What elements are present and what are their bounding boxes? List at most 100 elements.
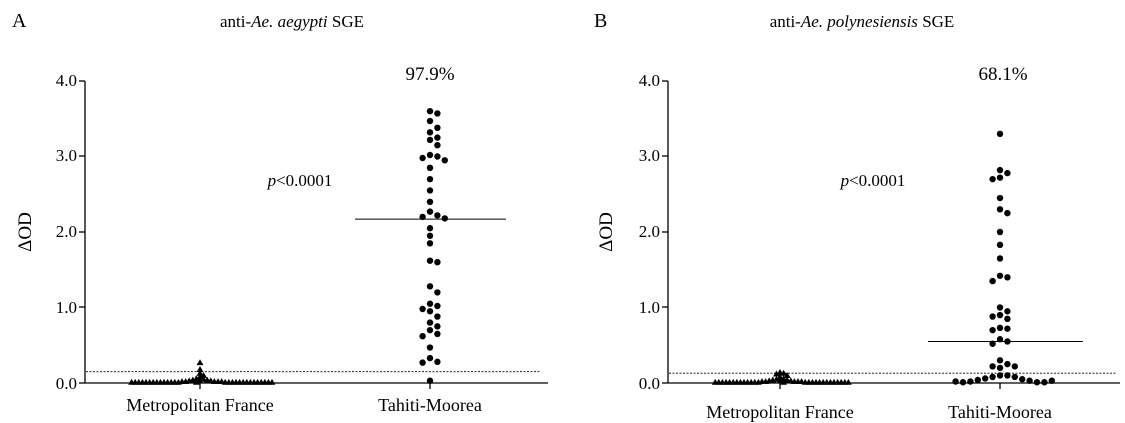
panel-b-circle-point-22 [996, 336, 1004, 343]
panel-a-circle-point-18 [419, 213, 426, 221]
panel-a-circle-point-31 [434, 313, 441, 320]
panel-b-ytick-4: 4.0 [639, 71, 660, 90]
panel-b-circle-point-29 [996, 364, 1004, 372]
panel-a-circle-point-41 [426, 377, 434, 384]
panel-b-circle-point-16 [996, 311, 1004, 319]
panel-a-circle-point-22 [426, 240, 434, 247]
panel-a-circle-point-27 [426, 300, 434, 307]
panel-b-circle-point-27 [989, 363, 996, 370]
panel-b-circle-point-31 [1004, 372, 1011, 379]
panel-a-tahiti-moorea-points [419, 108, 448, 384]
panel-a-ytick-1: 1.0 [56, 298, 77, 317]
panel-b-triangle-point-17 [780, 378, 787, 385]
panel-b-triangle-point-5 [780, 375, 787, 382]
panel-a-circle-point-33 [434, 323, 441, 330]
panel-b-triangle-point-4 [776, 373, 784, 380]
panel-a-triangle-point-3 [200, 372, 207, 378]
panel-a-circle-point-1 [434, 110, 441, 117]
panel-b-circle-point-26 [1004, 360, 1011, 368]
panel-a-circle-point-14 [426, 187, 434, 194]
panel-a-circle-point-3 [434, 124, 441, 132]
panel-a-y-tick-labels: 0.0 1.0 2.0 3.0 4.0 [56, 71, 77, 393]
panel-a-circle-point-10 [419, 154, 426, 162]
panel-a-category-0: Metropolitan France [126, 395, 273, 415]
panel-b-metropolitan-france-points [711, 369, 852, 385]
panel-b-circle-point-2 [1004, 169, 1011, 177]
panel-a-circle-point-21 [426, 232, 434, 239]
panel-b-ytick-2: 2.0 [639, 222, 660, 241]
panel-b-triangle-point-9 [776, 377, 784, 384]
panel-b-p-value: p<0.0001 [840, 171, 906, 190]
panel-b-circle-point-13 [989, 277, 996, 285]
panel-a-ytick-4: 4.0 [56, 71, 77, 90]
panel-b-circle-point-36 [974, 376, 981, 384]
panel-a-circle-point-16 [426, 208, 434, 215]
panel-b-circle-point-37 [1026, 377, 1033, 384]
panel-b-circle-point-32 [989, 373, 996, 381]
panel-b-triangle-point-3 [783, 372, 791, 378]
panel-b-triangle-point-1 [780, 369, 787, 376]
panel-a-ytick-3: 3.0 [56, 146, 77, 165]
panel-a-circle-point-17 [434, 212, 441, 219]
panel-b-circle-point-25 [996, 357, 1004, 364]
panel-a-circle-point-23 [426, 257, 434, 264]
panel-a-triangle-point-2 [196, 369, 204, 376]
panel-b-circle-point-23 [1004, 338, 1011, 345]
panel-b-circle-point-33 [1011, 373, 1018, 381]
panel-letter-b: B [594, 10, 607, 32]
panel-a-circle-point-6 [426, 136, 434, 144]
panel-b-circle-point-35 [1019, 376, 1026, 383]
panel-b-circle-point-0 [996, 130, 1004, 138]
panel-a-triangle-point-9 [196, 377, 204, 384]
panel-a-ytick-2: 2.0 [56, 222, 77, 241]
panel-a-circle-point-35 [434, 330, 441, 338]
panel-a-circle-point-2 [426, 117, 434, 125]
panel-b-circle-point-20 [1004, 325, 1011, 332]
panel-b-ytick-0: 0.0 [639, 374, 660, 393]
panel-a-ytick-0: 0.0 [56, 374, 77, 393]
panel-b-triangle-point-43 [845, 378, 852, 385]
panel-b-circle-point-15 [1004, 308, 1011, 315]
panel-a-circle-point-5 [434, 134, 441, 141]
panel-b-tahiti-moorea-points [952, 130, 1056, 386]
panel-b-circle-point-1 [996, 166, 1004, 174]
panel-a-circle-point-39 [434, 358, 441, 366]
panel-a-circle-point-28 [434, 302, 441, 310]
panel-a-circle-point-7 [434, 141, 441, 149]
panel-a-circle-point-32 [426, 319, 434, 326]
panel-a-circle-point-30 [426, 308, 434, 315]
panel-b-circle-point-24 [989, 340, 996, 347]
panel-b-circle-point-3 [996, 174, 1004, 181]
panel-b-circle-point-40 [959, 379, 967, 386]
panel-a-triangle-point-45 [268, 378, 276, 385]
panel-a-triangle-point-17 [193, 378, 200, 385]
panel-b-circle-point-5 [996, 194, 1004, 202]
panel-a-p-value: p<0.0001 [267, 171, 333, 190]
panel-b-circle-point-30 [996, 372, 1004, 379]
panel-a-circle-point-8 [426, 151, 434, 159]
panel-b-triangle-point-2 [773, 370, 780, 377]
panel-a-title: anti-Ae. aegypti SGE [220, 12, 364, 31]
panel-a-triangle-point-5 [193, 375, 200, 382]
panel-a-triangle-point-1 [196, 366, 204, 372]
panel-a-circle-point-11 [441, 157, 448, 164]
panel-a-circle-point-19 [441, 215, 448, 222]
panel-a-circle-point-25 [426, 283, 434, 290]
panel-a-triangle-point-0 [196, 359, 204, 366]
panel-a-circle-point-12 [426, 164, 434, 172]
panel-b-circle-point-18 [1004, 315, 1011, 323]
panel-b-circle-point-17 [989, 313, 996, 320]
panel-b-circle-point-41 [1041, 379, 1048, 386]
panel-a-circle-point-20 [426, 225, 434, 232]
panel-b-circle-point-21 [989, 326, 996, 334]
panel-b-circle-point-4 [989, 175, 996, 183]
panel-a-metropolitan-france-points [128, 359, 276, 385]
panel-b-axes [662, 80, 1120, 389]
panel-a-y-axis-label: ΔOD [15, 212, 36, 252]
panel-b-circle-point-7 [1004, 209, 1011, 217]
panel-a-circle-point-15 [426, 198, 434, 205]
panel-b-circle-point-34 [982, 375, 989, 382]
panel-b-circle-point-9 [996, 241, 1004, 249]
panel-a-circle-point-36 [419, 332, 426, 340]
